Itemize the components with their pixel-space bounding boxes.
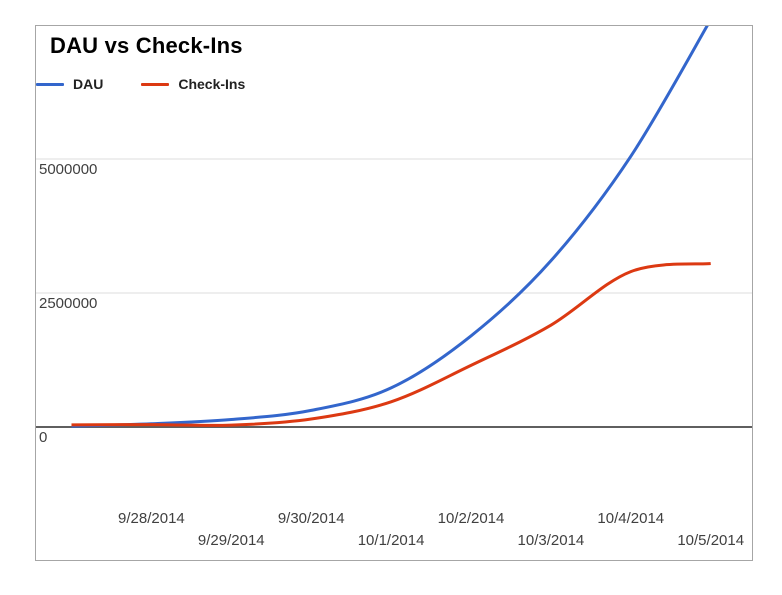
y-tick-label: 5000000 — [39, 161, 97, 178]
x-tick-label: 9/29/2014 — [198, 532, 265, 549]
legend-item-dau: DAU — [36, 76, 103, 92]
checkins-line — [71, 262, 711, 427]
chart-frame: 0 2500000 5000000 9/28/2014 9/29/2014 9/30/20… — [35, 25, 753, 561]
x-tick-label: 10/5/2014 — [677, 532, 744, 549]
plot-svg: 0 2500000 5000000 9/28/2014 9/29/2014 9/30/20… — [36, 26, 752, 549]
x-tick-label: 9/28/2014 — [118, 510, 185, 527]
x-tick-label: 9/30/2014 — [278, 510, 345, 527]
legend-label: Check-Ins — [178, 76, 246, 92]
legend-item-checkins: Check-Ins — [141, 76, 245, 92]
legend-label: DAU — [73, 76, 104, 92]
dau-line — [71, 26, 709, 428]
chart-title: DAU vs Check-Ins — [50, 33, 243, 58]
y-tick-label: 2500000 — [39, 295, 97, 312]
x-tick-label: 10/1/2014 — [358, 532, 425, 549]
legend-swatch-dau — [36, 82, 64, 86]
legend: DAU Check-Ins — [36, 76, 283, 92]
x-tick-label: 10/2/2014 — [438, 510, 505, 527]
legend-swatch-checkins — [141, 82, 170, 86]
y-tick-label: 0 — [39, 429, 47, 446]
x-tick-label: 10/3/2014 — [518, 532, 585, 549]
x-tick-label: 10/4/2014 — [597, 510, 664, 527]
